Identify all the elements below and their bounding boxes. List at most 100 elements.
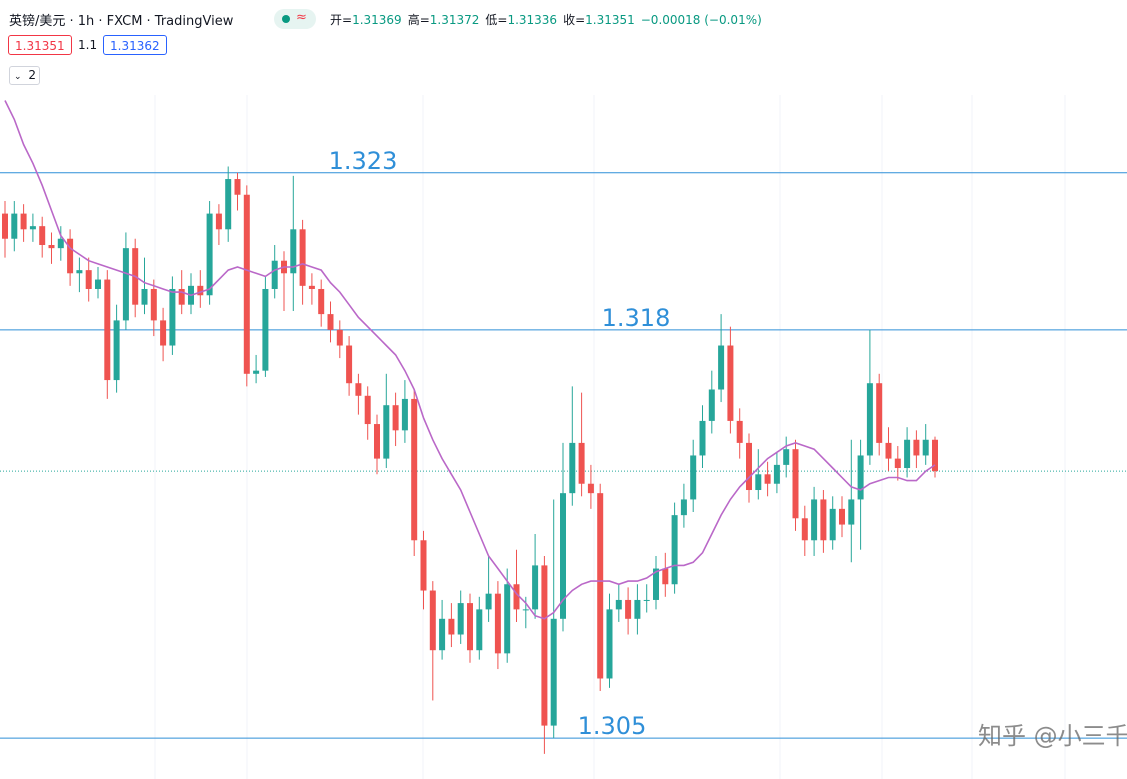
candle-body — [327, 314, 334, 330]
bid-box[interactable]: 1.31351 — [8, 35, 72, 55]
candle-body — [578, 442, 585, 484]
candle-body — [541, 565, 548, 726]
status-pill[interactable]: ≈ — [274, 9, 316, 29]
candle-body — [513, 584, 520, 610]
candle-body — [708, 389, 715, 421]
candle-body — [550, 618, 557, 726]
candle-body — [197, 285, 204, 296]
candle-body — [727, 345, 734, 421]
candle-body — [439, 618, 446, 651]
candle-body — [160, 320, 167, 346]
candle-body — [95, 279, 101, 289]
candle-body — [150, 288, 157, 321]
chevron-icon: ⌄ — [14, 72, 22, 82]
candle-body — [848, 499, 855, 525]
status-dot — [282, 15, 290, 23]
candle-body — [569, 442, 576, 494]
ohlc-label: 低= — [485, 13, 508, 27]
ohlc-label: 收= — [563, 13, 586, 27]
candle-body — [560, 493, 566, 619]
candle-body — [336, 329, 343, 346]
ask-box[interactable]: 1.31362 — [103, 35, 167, 55]
candle-body — [699, 420, 706, 456]
ohlc-legend: 开=1.31369 高=1.31372 低=1.31336 收=1.31351 −0.0… — [330, 11, 768, 28]
candle-body — [634, 599, 641, 619]
watermark: 知乎 @小三千 — [978, 722, 1127, 750]
candle-body — [420, 540, 427, 591]
candle-body — [448, 618, 455, 635]
candle-body — [801, 518, 808, 541]
spread: 1.1 — [78, 38, 98, 52]
candle-body — [215, 213, 222, 230]
candle-body — [122, 248, 129, 321]
candle-body — [76, 270, 83, 274]
candle-body — [485, 593, 492, 610]
change: −0.00018 (−0.01%) — [640, 13, 762, 27]
candle-body — [857, 455, 864, 500]
candle-body — [690, 455, 697, 500]
ohlc-value: 1.31336 — [507, 13, 558, 27]
candle-body — [318, 288, 325, 315]
candle-body — [522, 609, 529, 611]
candle-body — [764, 474, 771, 484]
level-label: 1.318 — [602, 304, 671, 332]
candle-body — [206, 213, 213, 296]
candle-body — [411, 398, 418, 541]
candle-body — [718, 345, 725, 390]
candle-body — [625, 599, 632, 619]
ohlc-value: 1.31369 — [352, 13, 402, 27]
candle-body — [467, 603, 473, 651]
candle-body — [504, 584, 511, 654]
indicator-toggle[interactable]: ⌄ 2 — [9, 66, 40, 85]
candle-body — [615, 599, 622, 610]
candle-body — [253, 370, 260, 374]
candle-body — [597, 493, 604, 679]
candle-body — [225, 179, 232, 230]
candle-body — [820, 499, 827, 541]
candle-body — [346, 345, 353, 384]
candle-body — [401, 398, 408, 431]
candle-body — [736, 420, 743, 443]
candle-body — [829, 508, 836, 541]
candle-body — [494, 593, 501, 654]
candle-body — [271, 260, 278, 289]
candle-body — [2, 213, 8, 239]
candle-body — [364, 395, 371, 425]
candle-body — [755, 474, 762, 491]
candle-body — [913, 439, 920, 456]
candle-body — [532, 565, 539, 610]
candle-body — [885, 442, 892, 459]
candle-body — [262, 288, 269, 371]
candle-body — [104, 279, 111, 381]
candle-body — [839, 508, 845, 525]
level-label: 1.305 — [578, 712, 647, 740]
candle-body — [811, 499, 818, 541]
candle-body — [653, 568, 659, 600]
candle-body — [57, 238, 64, 249]
indicator-count: 2 — [28, 68, 37, 82]
candle-body — [290, 229, 297, 274]
candle-body — [476, 609, 483, 651]
candle-body — [680, 499, 687, 516]
candle-body — [20, 213, 27, 230]
level-label: 1.323 — [329, 147, 398, 175]
candle-body — [429, 590, 436, 651]
candle-body — [922, 439, 929, 456]
candle-body — [457, 603, 464, 635]
candle-body — [29, 226, 36, 230]
candle-body — [11, 213, 18, 239]
candle-body — [792, 449, 799, 519]
candle-body — [39, 226, 46, 246]
ohlc-value: 1.31351 — [585, 13, 635, 27]
candle-body — [169, 288, 176, 346]
candle-body — [48, 245, 55, 249]
moving-average — [4, 100, 936, 620]
candle-body — [746, 442, 752, 491]
candle-body — [783, 449, 790, 465]
status-icon: ≈ — [296, 10, 307, 25]
candle-body — [243, 194, 250, 374]
candle-body — [671, 515, 678, 585]
candle-body — [299, 229, 306, 286]
candle-body — [355, 383, 362, 396]
